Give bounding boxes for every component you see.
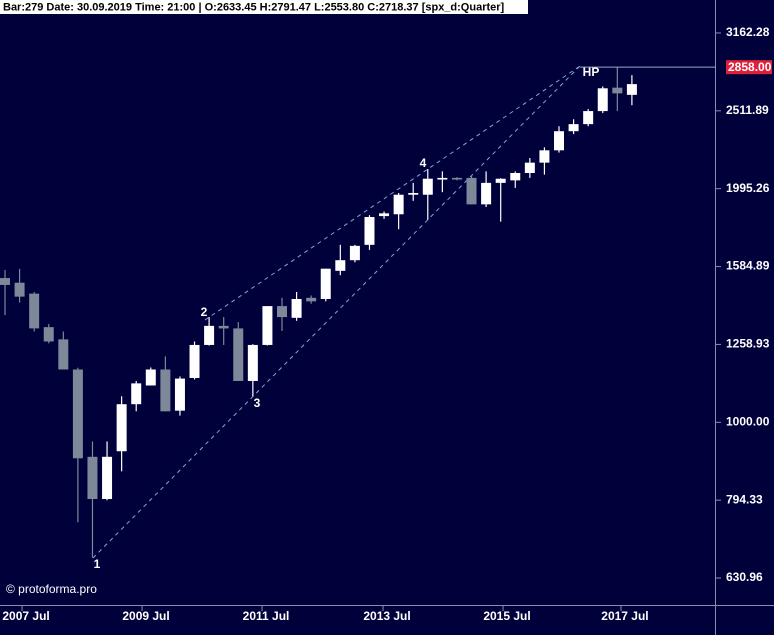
- candle-body: [583, 111, 594, 125]
- annotation: 3: [254, 396, 261, 410]
- candle-body: [408, 193, 419, 195]
- candle-body: [568, 124, 579, 132]
- x-tick-label: 2011 Jul: [243, 609, 290, 623]
- candle-body: [116, 404, 127, 452]
- candle-body: [481, 182, 492, 205]
- candle-body: [597, 88, 608, 112]
- x-tick-label: 2017 Jul: [601, 609, 648, 623]
- x-tick-label: 2015 Jul: [483, 609, 530, 623]
- candle-body: [72, 369, 83, 459]
- y-tick-label: 1584.89: [726, 259, 770, 273]
- candle-body: [14, 282, 25, 297]
- candle-body: [626, 84, 637, 95]
- header-box: [0, 0, 528, 14]
- y-tick-label: 2511.89: [726, 103, 769, 117]
- y-tick-label: 630.96: [726, 570, 763, 584]
- candle-body: [306, 297, 317, 302]
- candle-body: [495, 178, 506, 183]
- candle-body: [379, 213, 390, 217]
- candle-body: [437, 177, 448, 180]
- candle-body: [393, 194, 404, 215]
- y-tick-label: 1000.00: [726, 414, 770, 428]
- candle-body: [189, 344, 200, 378]
- annotation: 4: [420, 156, 427, 170]
- candle-body: [320, 268, 331, 299]
- candle-body: [204, 325, 215, 345]
- candle-body: [233, 328, 244, 381]
- x-tick-label: 2013 Jul: [363, 609, 410, 623]
- candle-body: [422, 178, 433, 195]
- candle-body: [145, 369, 156, 386]
- price-marker-box: [726, 60, 772, 75]
- candle-body: [160, 369, 171, 412]
- price-marker-label: 2858.00: [728, 60, 772, 74]
- candle-body: [291, 298, 302, 318]
- watermark: © protoforma.pro: [6, 582, 97, 596]
- annotation: HP: [583, 65, 600, 79]
- candle-body: [247, 344, 258, 381]
- candle-body: [524, 162, 535, 174]
- candle-body: [131, 383, 142, 405]
- candles: [0, 67, 637, 558]
- candle-body: [87, 456, 98, 500]
- x-tick-label: 2007 Jul: [2, 609, 49, 623]
- candle-body: [349, 245, 360, 261]
- candle-body: [102, 456, 113, 500]
- candle-body: [277, 306, 288, 318]
- annotation: 2: [201, 305, 208, 319]
- candle-body: [174, 378, 185, 411]
- candle-body: [451, 177, 462, 180]
- x-tick-label: 2009 Jul: [122, 609, 169, 623]
- annotation: 1: [94, 557, 101, 571]
- y-tick-label: 794.33: [726, 492, 763, 506]
- candle-body: [218, 325, 229, 329]
- candle-body: [29, 293, 40, 329]
- candle-body: [539, 150, 550, 163]
- candle-body: [43, 327, 54, 342]
- y-tick-label: 3162.28: [726, 25, 770, 39]
- y-tick-label: 1258.93: [726, 337, 770, 351]
- candle-body: [262, 306, 273, 345]
- candle-body: [554, 131, 565, 151]
- y-tick-label: 1995.26: [726, 181, 770, 195]
- candle-body: [466, 177, 477, 205]
- header: Bar:279 Date: 30.09.2019 Time: 21:00 | O…: [3, 1, 505, 13]
- candle-body: [510, 173, 521, 181]
- candle-body: [612, 87, 623, 94]
- candle-body: [364, 217, 375, 245]
- channel-line: [204, 65, 581, 321]
- candle-body: [0, 278, 11, 285]
- channel-line: [92, 65, 581, 559]
- candle-body: [58, 339, 69, 370]
- candle-body: [335, 260, 346, 271]
